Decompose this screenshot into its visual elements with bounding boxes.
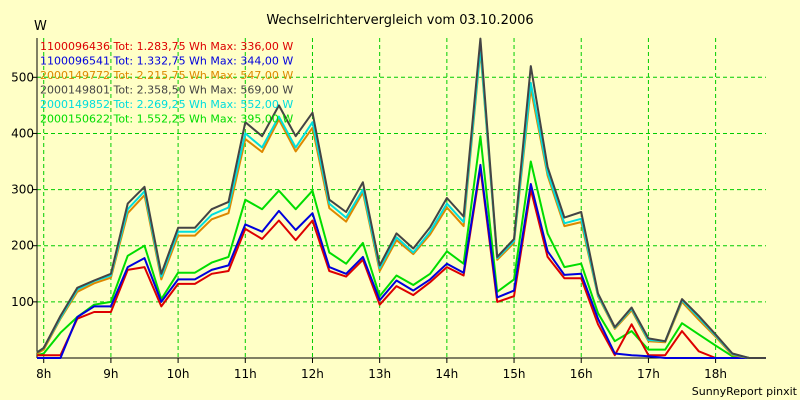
series-line-2000149801 bbox=[36, 37, 766, 359]
footer-credit: SunnyReport pinxit bbox=[692, 385, 798, 398]
series-line-1100096541 bbox=[37, 163, 766, 359]
y-tick-label: 300 bbox=[11, 183, 34, 197]
y-tick-label: 500 bbox=[11, 70, 34, 84]
series-line-1100096436 bbox=[37, 167, 766, 359]
chart-title: Wechselrichtervergleich vom 03.10.2006 bbox=[266, 13, 533, 28]
legend-entry-2000149852: 2000149852 Tot: 2.269,25 Wh Max: 552,00 … bbox=[40, 98, 293, 111]
legend-entry-2000150622: 2000150622 Tot: 1.552,25 Wh Max: 395,00 … bbox=[40, 113, 293, 126]
x-tick-label: 12h bbox=[301, 367, 324, 381]
y-tick-label: 200 bbox=[11, 239, 34, 253]
legend-entry-2000149801: 2000149801 Tot: 2.358,50 Wh Max: 569,00 … bbox=[40, 84, 293, 97]
x-tick-label: 17h bbox=[637, 367, 660, 381]
legend-entry-2000149772: 2000149772 Tot: 2.215,75 Wh Max: 547,00 … bbox=[40, 69, 293, 82]
legend: 1100096436 Tot: 1.283,75 Wh Max: 336,00 … bbox=[40, 40, 293, 126]
y-tick-label: 400 bbox=[11, 126, 34, 140]
legend-entry-1100096541: 1100096541 Tot: 1.332,75 Wh Max: 344,00 … bbox=[40, 55, 293, 68]
x-tick-label: 9h bbox=[103, 367, 118, 381]
x-tick-label: 10h bbox=[167, 367, 190, 381]
x-tick-label: 11h bbox=[234, 367, 257, 381]
x-tick-label: 14h bbox=[435, 367, 458, 381]
x-tick-label: 18h bbox=[704, 367, 727, 381]
x-tick-label: 16h bbox=[570, 367, 593, 381]
axes: 100 200 300 400 500 8h 9h 10h 11h 12h 13h 14h 15h 16h… bbox=[11, 38, 766, 381]
y-axis-unit: W bbox=[34, 19, 47, 34]
x-tick-label: 13h bbox=[368, 367, 391, 381]
series-layer bbox=[36, 37, 766, 359]
legend-entry-1100096436: 1100096436 Tot: 1.283,75 Wh Max: 336,00 … bbox=[40, 40, 293, 53]
x-tick-label: 15h bbox=[503, 367, 526, 381]
x-tick-label: 8h bbox=[36, 367, 51, 381]
series-line-2000150622 bbox=[36, 135, 766, 359]
y-tick-label: 100 bbox=[11, 295, 34, 309]
